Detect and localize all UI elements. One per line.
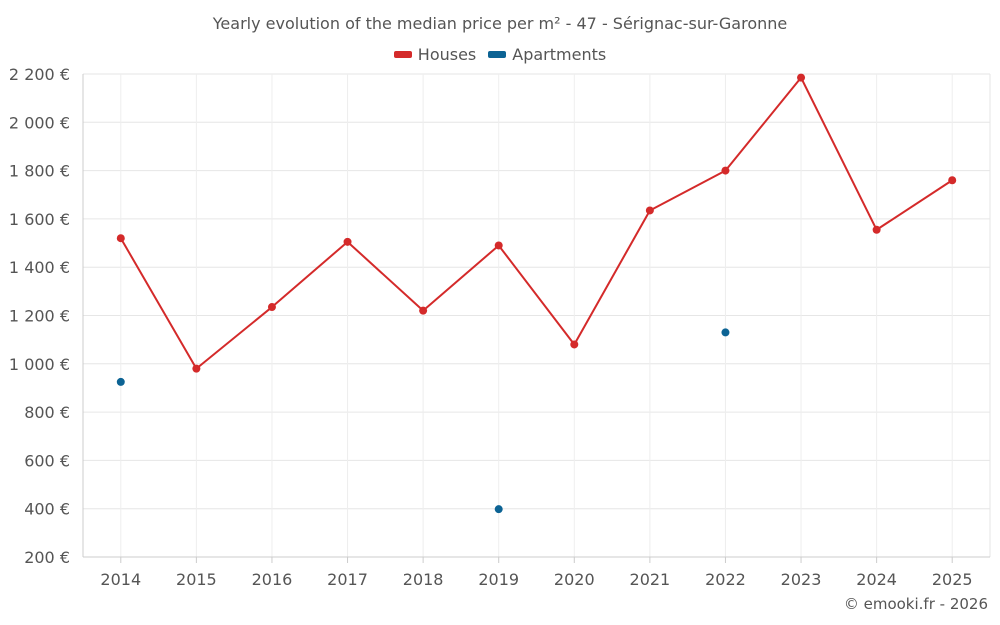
legend-swatch-apartments <box>488 51 507 58</box>
x-tick-label: 2015 <box>176 570 217 589</box>
legend-swatch-houses <box>393 51 412 58</box>
legend-item-houses[interactable]: Houses <box>393 45 477 64</box>
y-tick-label: 600 € <box>24 451 70 470</box>
y-tick-label: 1 800 € <box>9 162 70 181</box>
credit-text: © emooki.fr - 2026 <box>843 595 988 613</box>
chart-legend: Houses Apartments <box>0 45 1000 64</box>
y-tick-label: 1 200 € <box>9 307 70 326</box>
data-point-houses <box>494 241 503 250</box>
x-tick-label: 2014 <box>100 570 141 589</box>
x-tick-label: 2018 <box>403 570 444 589</box>
legend-label-apartments: Apartments <box>512 45 607 64</box>
x-tick-label: 2024 <box>856 570 897 589</box>
y-tick-label: 1 600 € <box>9 210 70 229</box>
data-point-houses <box>570 340 579 349</box>
y-tick-label: 200 € <box>24 548 70 567</box>
y-tick-label: 2 000 € <box>9 113 70 132</box>
legend-label-houses: Houses <box>417 45 477 64</box>
legend-item-apartments[interactable]: Apartments <box>488 45 606 64</box>
data-point-houses <box>645 206 654 215</box>
data-point-apartments <box>721 328 730 337</box>
x-tick-label: 2021 <box>630 570 671 589</box>
data-point-houses <box>116 234 125 243</box>
data-point-houses <box>419 306 428 315</box>
data-point-houses <box>721 166 730 175</box>
x-tick-label: 2019 <box>478 570 519 589</box>
y-tick-label: 2 200 € <box>9 65 70 84</box>
data-point-apartments <box>494 505 503 514</box>
y-tick-label: 800 € <box>24 403 70 422</box>
x-tick-label: 2017 <box>327 570 368 589</box>
series-line-houses <box>119 76 953 370</box>
x-tick-label: 2020 <box>554 570 595 589</box>
data-point-houses <box>343 237 352 246</box>
data-point-apartments <box>116 377 125 386</box>
x-tick-label: 2025 <box>932 570 973 589</box>
data-point-houses <box>797 73 806 82</box>
y-tick-label: 400 € <box>24 500 70 519</box>
chart-title: Yearly evolution of the median price per… <box>212 14 788 33</box>
data-point-houses <box>267 303 276 312</box>
y-tick-label: 1 000 € <box>9 355 70 374</box>
y-tick-label: 1 400 € <box>9 258 70 277</box>
x-tick-label: 2023 <box>781 570 822 589</box>
data-point-houses <box>948 176 957 185</box>
data-point-houses <box>192 364 201 373</box>
data-point-houses <box>872 225 881 234</box>
x-tick-label: 2022 <box>705 570 746 589</box>
x-tick-label: 2016 <box>252 570 293 589</box>
